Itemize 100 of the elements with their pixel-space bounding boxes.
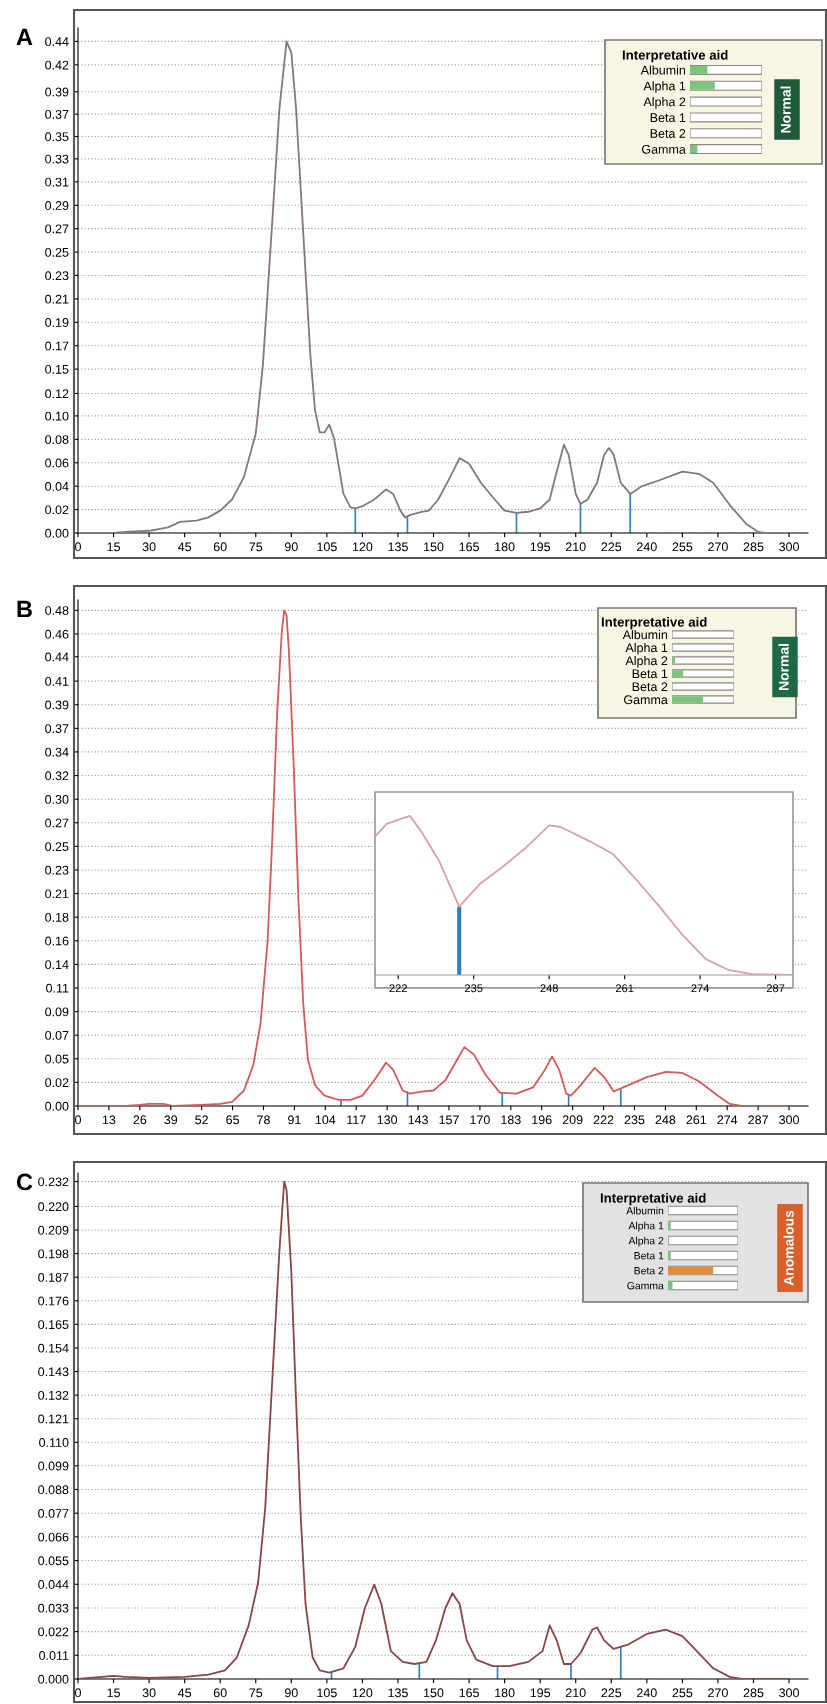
y-tick-label: Alpha 1 (625, 642, 668, 655)
y-tick-label: 0.033 (38, 1603, 69, 1613)
x-tick-label: 130 (377, 1115, 398, 1125)
y-tick-label: 0.121 (38, 1414, 69, 1424)
chart-title: C (16, 1173, 33, 1191)
y-tick-label: 0.16 (45, 936, 69, 946)
x-tick-label: 248 (655, 1115, 676, 1125)
x-tick-label: 135 (388, 1688, 408, 1698)
y-tick-label: Beta 2 (632, 682, 668, 692)
y-tick-label: 0.21 (45, 294, 69, 304)
y-tick-label: 0.022 (38, 1627, 69, 1637)
y-tick-label: 0.41 (45, 676, 69, 686)
y-tick-label: 0.30 (45, 795, 69, 804)
y-tick-label: 0.220 (38, 1202, 69, 1212)
y-tick-label: 0.06 (45, 458, 69, 468)
x-tick-label: 235 (464, 984, 483, 993)
x-tick-label: 261 (686, 1115, 707, 1125)
y-tick-label: Albumin (640, 65, 686, 75)
y-tick-label: 0.44 (45, 37, 69, 47)
y-tick-label: Beta 1 (650, 113, 686, 123)
y-tick-label: 0.12 (45, 389, 69, 399)
x-tick-label: 240 (637, 1688, 657, 1698)
y-tick-label: Gamma (642, 144, 686, 154)
x-tick-label: 91 (288, 1115, 301, 1125)
y-tick-label: 0.088 (38, 1485, 69, 1495)
x-tick-label: 170 (470, 1115, 490, 1125)
x-tick-label: 225 (601, 1688, 622, 1698)
annotation: Normal (780, 86, 791, 133)
x-tick-label: 117 (347, 1115, 366, 1125)
y-tick-label: Alpha 1 (643, 81, 686, 93)
x-tick-label: 165 (459, 1688, 479, 1698)
x-tick-label: 209 (562, 1115, 583, 1125)
y-tick-label: Beta 2 (634, 1267, 664, 1275)
y-tick-label: 0.18 (45, 912, 69, 922)
y-tick-label: 0.37 (45, 109, 69, 119)
x-tick-label: 0 (75, 542, 81, 552)
y-tick-label: 0.35 (45, 132, 69, 142)
x-tick-label: 222 (389, 984, 407, 993)
y-tick-label: Albumin (626, 1206, 664, 1215)
y-tick-label: 0.21 (45, 889, 69, 899)
x-tick-label: 285 (743, 1688, 764, 1698)
annotation: Normal (778, 644, 789, 690)
x-tick-label: 30 (142, 1688, 156, 1698)
x-tick-label: 150 (424, 1688, 444, 1698)
y-tick-label: 0.19 (45, 318, 69, 327)
x-tick-label: 30 (142, 542, 156, 552)
y-tick-label: 0.11 (46, 983, 69, 993)
x-tick-label: 90 (284, 1688, 298, 1698)
y-tick-label: 0.000 (38, 1674, 69, 1684)
y-tick-label: 0.110 (39, 1438, 69, 1447)
y-tick-label: Alpha 2 (628, 1236, 664, 1247)
x-tick-label: 15 (107, 542, 120, 552)
x-tick-label: 157 (439, 1115, 459, 1125)
y-tick-label: 0.066 (38, 1532, 69, 1542)
y-tick-label: Alpha 2 (643, 97, 686, 109)
y-tick-label: 0.143 (38, 1367, 69, 1377)
x-tick-label: 287 (766, 984, 785, 993)
x-tick-label: 75 (249, 542, 263, 552)
y-tick-label: 0.00 (45, 1101, 69, 1111)
y-tick-label: 0.077 (38, 1509, 69, 1518)
y-tick-label: Beta 2 (650, 129, 686, 138)
x-tick-label: 287 (748, 1115, 768, 1125)
y-tick-label: 0.34 (45, 747, 69, 757)
x-tick-label: 104 (315, 1115, 336, 1125)
x-tick-label: 270 (708, 1688, 728, 1698)
y-tick-label: 0.17 (45, 341, 69, 351)
y-tick-label: 0.05 (45, 1054, 69, 1064)
y-tick-label: 0.09 (45, 1007, 69, 1017)
y-tick-label: 0.099 (38, 1461, 69, 1471)
y-tick-label: 0.165 (38, 1320, 69, 1330)
x-tick-label: 270 (708, 542, 728, 552)
x-tick-label: 45 (177, 542, 192, 552)
x-tick-label: 15 (107, 1688, 120, 1698)
y-tick-label: 0.154 (38, 1343, 69, 1353)
x-tick-label: 26 (133, 1115, 147, 1125)
y-tick-label: Alpha 2 (625, 655, 668, 668)
y-tick-label: Gamma (624, 695, 668, 705)
x-tick-label: 120 (352, 542, 373, 552)
y-tick-label: Albumin (622, 629, 668, 640)
y-tick-label: 0.32 (45, 771, 69, 781)
x-tick-label: 0 (75, 1688, 81, 1698)
x-tick-label: 78 (257, 1115, 270, 1125)
y-tick-label: 0.232 (38, 1177, 69, 1187)
x-tick-label: 196 (532, 1115, 552, 1125)
x-tick-label: 105 (317, 1688, 337, 1698)
x-tick-label: 39 (164, 1115, 178, 1125)
y-tick-label: 0.132 (38, 1390, 69, 1400)
chart-title: A (16, 28, 33, 46)
chart-title: B (17, 600, 32, 618)
x-tick-label: 120 (352, 1688, 373, 1698)
x-tick-label: 274 (717, 1115, 738, 1125)
chart-title: Interpretative aid (601, 617, 707, 630)
y-tick-label: 0.187 (38, 1273, 69, 1282)
y-tick-label: 0.02 (45, 1078, 69, 1087)
y-tick-label: 0.15 (45, 364, 69, 374)
y-tick-label: 0.044 (38, 1580, 69, 1589)
x-tick-label: 300 (779, 1115, 799, 1125)
y-tick-label: 0.23 (45, 271, 69, 281)
y-tick-label: 0.055 (38, 1556, 69, 1566)
y-tick-label: 0.37 (45, 724, 69, 734)
